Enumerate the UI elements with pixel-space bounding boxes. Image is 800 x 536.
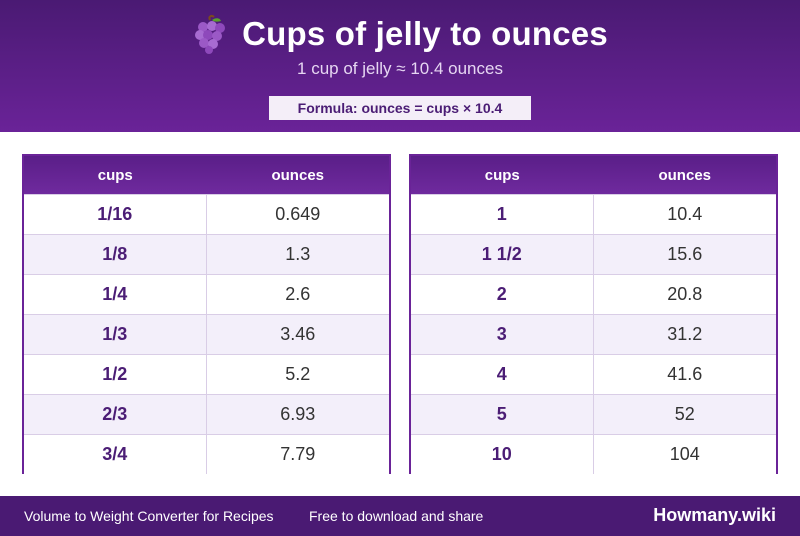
column-header-cups: cups <box>97 166 133 184</box>
ounces-cell: 104 <box>669 444 700 464</box>
table-row: 5 52 <box>411 394 776 434</box>
column-header-cups: cups <box>484 166 520 184</box>
table-row: 1 10.4 <box>411 194 776 234</box>
site-brand[interactable]: Howmany.wiki <box>653 505 776 525</box>
column-header-ounces: ounces <box>658 166 711 184</box>
ounces-cell: 3.46 <box>280 324 316 344</box>
table-row: 1/8 1.3 <box>24 234 389 274</box>
ounces-cell: 6.93 <box>280 404 316 424</box>
ounces-cell: 31.2 <box>667 324 703 344</box>
ounces-cell: 41.6 <box>667 364 703 384</box>
page-subtitle: 1 cup of jelly ≈ 10.4 ounces <box>297 59 503 78</box>
cups-cell: 2/3 <box>24 395 207 434</box>
table-row: 4 41.6 <box>411 354 776 394</box>
ounces-cell: 7.79 <box>280 444 316 464</box>
column-header-ounces: ounces <box>271 166 324 184</box>
cups-cell: 1/16 <box>24 195 207 234</box>
formula-badge: Formula: ounces = cups × 10.4 <box>269 96 531 120</box>
title-row: Cups of jelly to ounces <box>0 12 800 56</box>
ounces-cell: 10.4 <box>667 204 703 224</box>
table-row: 2/3 6.93 <box>24 394 389 434</box>
table-row: 1/2 5.2 <box>24 354 389 394</box>
table-header: cups ounces <box>24 156 389 194</box>
footer-bar: Volume to Weight Converter for Recipes F… <box>0 496 800 536</box>
ounces-cell: 15.6 <box>667 244 703 264</box>
footer-converter-text: Volume to Weight Converter for Recipes <box>24 508 274 524</box>
cups-cell: 10 <box>411 435 594 474</box>
table-row: 1/3 3.46 <box>24 314 389 354</box>
cups-cell: 1/3 <box>24 315 207 354</box>
table-row: 3 31.2 <box>411 314 776 354</box>
table-header: cups ounces <box>411 156 776 194</box>
cups-cell: 1/4 <box>24 275 207 314</box>
conversion-table-right: cups ounces 1 10.4 1 1/2 15.6 2 20.8 3 3… <box>409 154 778 474</box>
table-row: 10 104 <box>411 434 776 474</box>
cups-cell: 5 <box>411 395 594 434</box>
ounces-cell: 52 <box>674 404 695 424</box>
table-row: 3/4 7.79 <box>24 434 389 474</box>
cups-cell: 4 <box>411 355 594 394</box>
table-row: 1/16 0.649 <box>24 194 389 234</box>
grapes-icon <box>195 15 226 54</box>
ounces-cell: 1.3 <box>285 244 311 264</box>
cups-cell: 2 <box>411 275 594 314</box>
ounces-cell: 20.8 <box>667 284 703 304</box>
cups-cell: 1/8 <box>24 235 207 274</box>
page-title: Cups of jelly to ounces <box>242 15 608 52</box>
ounces-cell: 5.2 <box>285 364 311 384</box>
table-body: 1/16 0.649 1/8 1.3 1/4 2.6 1/3 3.46 1/2 … <box>24 194 389 474</box>
cups-cell: 1 1/2 <box>411 235 594 274</box>
table-row: 1 1/2 15.6 <box>411 234 776 274</box>
conversion-table-left: cups ounces 1/16 0.649 1/8 1.3 1/4 2.6 1… <box>22 154 391 474</box>
ounces-cell: 0.649 <box>275 204 321 224</box>
table-row: 1/4 2.6 <box>24 274 389 314</box>
ounces-cell: 2.6 <box>285 284 311 304</box>
footer-share-text: Free to download and share <box>309 508 484 524</box>
table-body: 1 10.4 1 1/2 15.6 2 20.8 3 31.2 4 41.6 5… <box>411 194 776 474</box>
cups-cell: 1 <box>411 195 594 234</box>
cups-cell: 3/4 <box>24 435 207 474</box>
header-banner: Cups of jelly to ounces 1 cup of jelly ≈… <box>0 0 800 132</box>
table-row: 2 20.8 <box>411 274 776 314</box>
cups-cell: 1/2 <box>24 355 207 394</box>
cups-cell: 3 <box>411 315 594 354</box>
